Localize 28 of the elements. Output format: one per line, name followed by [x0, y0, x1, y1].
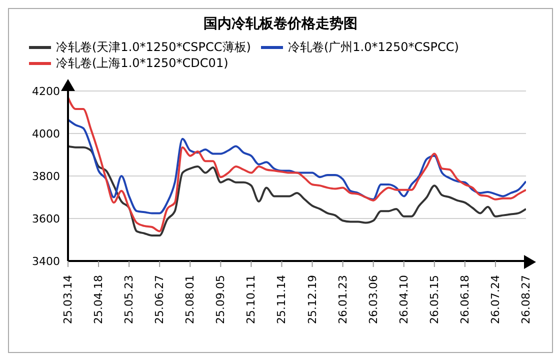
y-tick-label: 3800 — [32, 170, 60, 183]
x-tick-label: 26.08.27 — [520, 275, 532, 324]
x-tick-label: 26.07.24 — [488, 275, 502, 324]
x-tick-label: 26.06.18 — [458, 275, 472, 324]
x-tick-label: 25.03.14 — [62, 275, 74, 324]
x-tick-label: 25.11.14 — [275, 275, 288, 324]
x-tick-label: 26.03.06 — [366, 275, 380, 324]
x-tick-label: 25.06.27 — [153, 275, 166, 324]
y-tick-label: 3400 — [32, 254, 60, 268]
x-tick-label: 26.05.15 — [428, 275, 441, 324]
line-series — [68, 145, 526, 236]
x-tick-label: 25.10.11 — [244, 275, 258, 324]
x-tick-label: 25.08.01 — [184, 275, 197, 324]
line-series — [68, 96, 526, 232]
chart-title: 国内冷轧板卷价格走势图 — [202, 15, 358, 33]
x-tick-label: 25.09.05 — [214, 275, 228, 324]
line-series — [68, 118, 526, 214]
y-tick-label: 3600 — [32, 212, 60, 226]
x-tick-label: 26.01.23 — [336, 275, 350, 324]
x-tick-label: 26.04.10 — [397, 275, 410, 324]
x-tick-label: 25.12.19 — [306, 275, 319, 324]
y-tick-label: 4200 — [32, 84, 60, 98]
legend-label: 冷轧卷(上海1.0*1250*CDC01) — [56, 54, 228, 72]
legend-label: 冷轧卷(天津1.0*1250*CSPCC薄板) — [56, 38, 251, 56]
x-tick-label: 25.05.23 — [122, 275, 136, 324]
y-tick-label: 4000 — [32, 127, 60, 140]
x-tick-label: 25.04.18 — [92, 275, 106, 324]
legend-label: 冷轧卷(广州1.0*1250*CSPCC) — [288, 38, 459, 56]
